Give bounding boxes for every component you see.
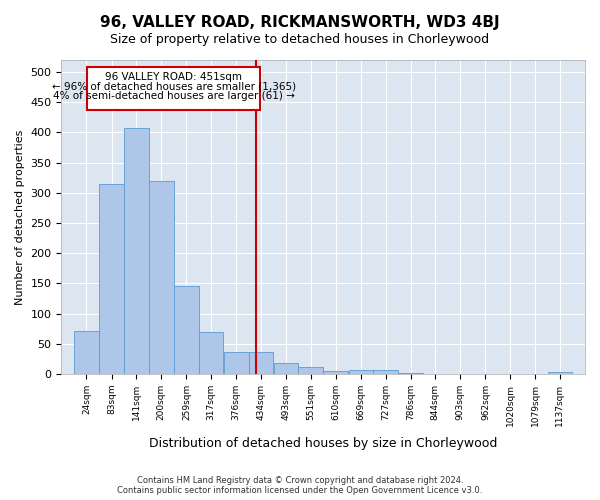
Bar <box>174 286 199 374</box>
Bar <box>149 181 173 374</box>
Bar <box>224 352 248 374</box>
Bar <box>199 332 223 374</box>
Bar <box>548 372 572 374</box>
Text: Size of property relative to detached houses in Chorleywood: Size of property relative to detached ho… <box>110 32 490 46</box>
X-axis label: Distribution of detached houses by size in Chorleywood: Distribution of detached houses by size … <box>149 437 497 450</box>
FancyBboxPatch shape <box>87 67 260 110</box>
Text: 96, VALLEY ROAD, RICKMANSWORTH, WD3 4BJ: 96, VALLEY ROAD, RICKMANSWORTH, WD3 4BJ <box>100 15 500 30</box>
Text: 96 VALLEY ROAD: 451sqm: 96 VALLEY ROAD: 451sqm <box>105 72 242 82</box>
Bar <box>274 363 298 374</box>
Text: ← 96% of detached houses are smaller (1,365): ← 96% of detached houses are smaller (1,… <box>52 82 296 92</box>
Bar <box>99 184 124 374</box>
Bar <box>124 128 149 374</box>
Bar <box>373 370 398 374</box>
Y-axis label: Number of detached properties: Number of detached properties <box>15 130 25 304</box>
Text: Contains HM Land Registry data © Crown copyright and database right 2024.
Contai: Contains HM Land Registry data © Crown c… <box>118 476 482 495</box>
Bar <box>74 330 99 374</box>
Bar <box>323 371 348 374</box>
Bar <box>349 370 373 374</box>
Bar <box>248 352 273 374</box>
Bar <box>298 367 323 374</box>
Text: 4% of semi-detached houses are larger (61) →: 4% of semi-detached houses are larger (6… <box>53 92 295 102</box>
